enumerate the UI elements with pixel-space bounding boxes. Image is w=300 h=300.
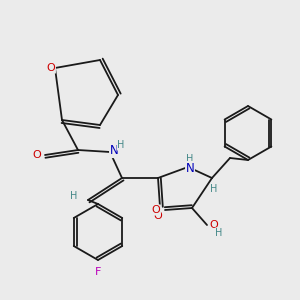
Text: H: H (117, 140, 125, 150)
Text: O: O (154, 211, 162, 221)
Text: O: O (46, 63, 56, 73)
Text: N: N (110, 145, 118, 158)
Text: O: O (33, 150, 41, 160)
Text: H: H (70, 191, 78, 201)
Text: H: H (210, 184, 218, 194)
Text: O: O (152, 205, 160, 215)
Text: F: F (95, 267, 101, 277)
Text: H: H (186, 154, 194, 164)
Text: O: O (210, 220, 218, 230)
Text: H: H (215, 228, 223, 238)
Text: N: N (186, 161, 194, 175)
